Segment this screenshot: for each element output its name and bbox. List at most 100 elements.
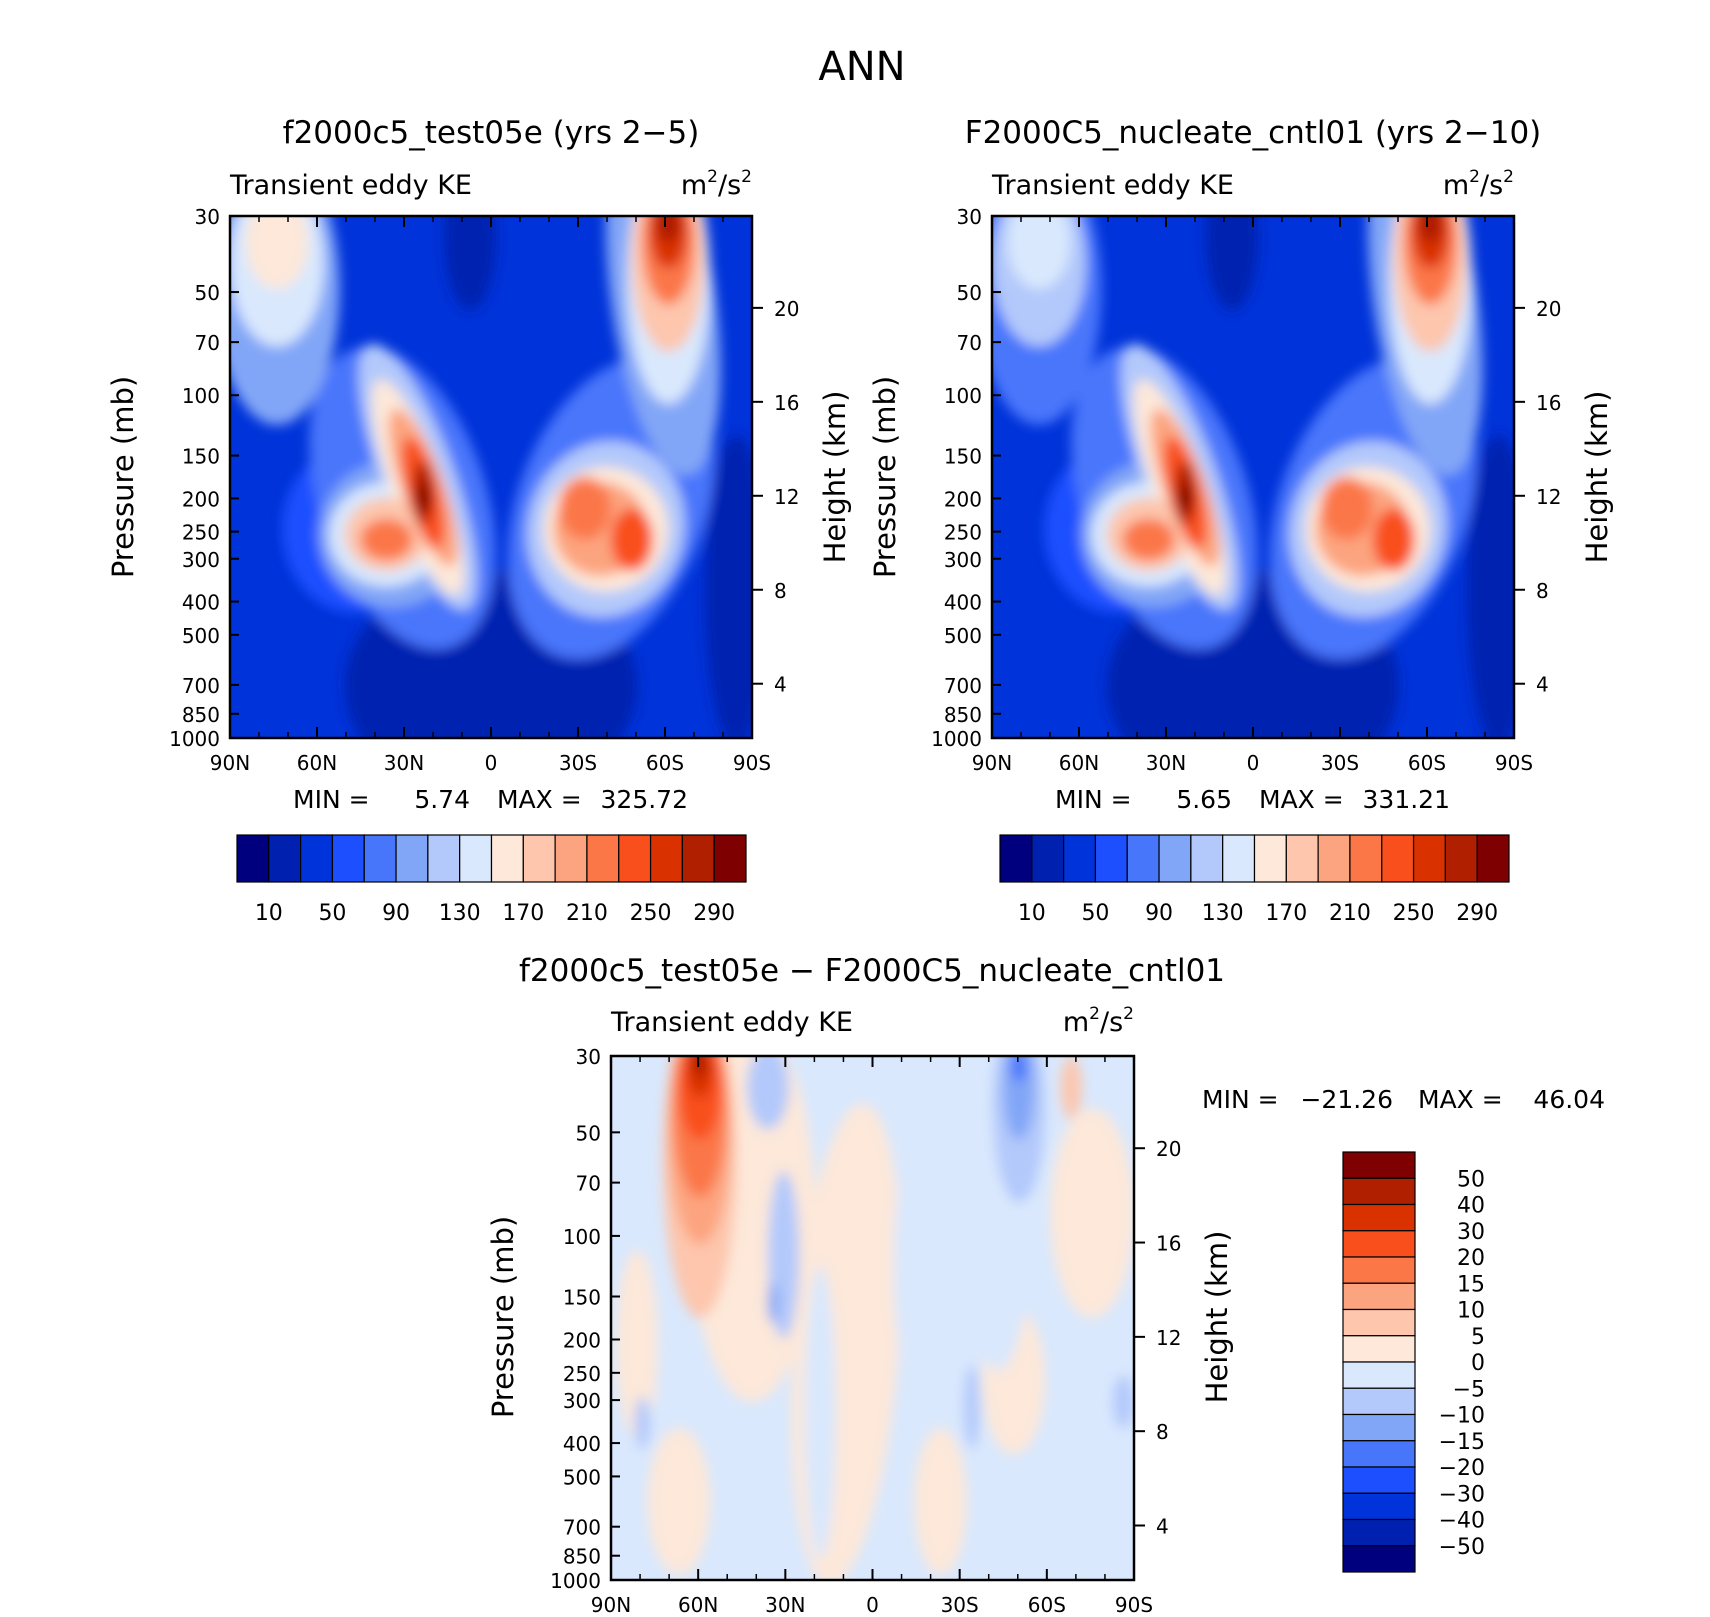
colorbar-swatch xyxy=(268,834,302,883)
contour-shape xyxy=(634,1396,651,1450)
x-tick-label: 90N xyxy=(210,751,250,775)
max-value: 325.72 xyxy=(601,785,688,814)
figure-title: ANN xyxy=(818,44,905,90)
colorbar-swatch xyxy=(1094,834,1128,883)
contour-shape xyxy=(914,1428,967,1575)
contour-field xyxy=(992,216,1514,738)
max-label: MAX = xyxy=(1418,1085,1503,1114)
y-tick-label: 700 xyxy=(182,674,220,698)
y-tick-label: 30 xyxy=(195,205,220,229)
colorbar-swatch xyxy=(236,834,270,883)
y-tick-label: 70 xyxy=(957,331,982,355)
y-tick-label: 500 xyxy=(182,624,220,648)
colorbar-label: 250 xyxy=(630,901,672,926)
contour-layer xyxy=(992,216,1514,738)
y-tick-label: 50 xyxy=(957,281,982,305)
contour-shape xyxy=(1467,435,1514,738)
panel-title: f2000c5_test05e (yrs 2−5) xyxy=(283,115,700,151)
colorbar-swatch xyxy=(1342,1177,1416,1206)
min-label: MIN = xyxy=(1055,785,1132,814)
y-right-tick-label: 16 xyxy=(1156,1232,1181,1256)
y-tick-label: 850 xyxy=(944,703,982,727)
colorbar-label: 210 xyxy=(1329,901,1371,926)
colorbar-swatch xyxy=(1285,834,1319,883)
contour-shape xyxy=(1007,216,1071,290)
panel-cntl01: F2000C5_nucleate_cntl01 (yrs 2−10) Trans… xyxy=(868,115,1614,926)
colorbar-label: 90 xyxy=(382,901,410,926)
contour-shape xyxy=(245,216,309,290)
y-tick-label: 250 xyxy=(182,521,220,545)
colorbar-label: 50 xyxy=(1081,901,1109,926)
y-tick-label: 400 xyxy=(563,1432,601,1456)
x-tick-label: 30N xyxy=(765,1593,805,1617)
colorbar-swatch xyxy=(1126,834,1160,883)
colorbar-label: 130 xyxy=(439,901,481,926)
y-tick-label: 250 xyxy=(944,521,982,545)
y-tick-label: 300 xyxy=(182,548,220,572)
colorbar-label: 40 xyxy=(1457,1194,1485,1219)
min-value: 5.74 xyxy=(414,785,470,814)
x-axis: 90N 60N 30N 0 30S 60S 90S xyxy=(591,1056,1153,1617)
contour-layer xyxy=(230,216,752,738)
y-tick-label: 200 xyxy=(182,487,220,511)
x-tick-label: 30N xyxy=(1146,751,1186,775)
contour-shape xyxy=(692,1056,708,1077)
colorbar-label: 10 xyxy=(1457,1299,1485,1324)
colorbar-swatch xyxy=(300,834,334,883)
contour-shape xyxy=(1011,1056,1027,1083)
colorbar-swatch xyxy=(649,834,683,883)
units-label: m2/s2 xyxy=(1443,167,1514,201)
colorbar-swatch xyxy=(1444,834,1478,883)
colorbar-swatch xyxy=(1342,1256,1416,1284)
x-tick-label: 60N xyxy=(1059,751,1099,775)
colorbar-swatch xyxy=(1412,834,1446,883)
colorbar-swatch xyxy=(1158,834,1192,883)
colorbar-label: 50 xyxy=(318,901,346,926)
x-tick-label: 0 xyxy=(485,751,498,775)
contour-shape xyxy=(1113,1375,1134,1429)
variable-label: Transient eddy KE xyxy=(229,170,472,201)
x-tick-label: 30S xyxy=(1321,751,1359,775)
x-tick-label: 90S xyxy=(733,751,771,775)
y-tick-label: 100 xyxy=(182,384,220,408)
x-tick-label: 60N xyxy=(297,751,337,775)
colorbar-swatch xyxy=(331,834,365,883)
contour-shape xyxy=(1178,484,1192,511)
units-label: m2/s2 xyxy=(681,167,752,201)
colorbar-label: 10 xyxy=(1018,901,1046,926)
colorbar-label: −20 xyxy=(1439,1456,1485,1481)
colorbar-label: 170 xyxy=(1265,901,1307,926)
y-right-tick-label: 20 xyxy=(1536,297,1561,321)
colorbar-swatch xyxy=(1342,1545,1416,1573)
panel-test05e: f2000c5_test05e (yrs 2−5) Transient eddy… xyxy=(106,115,852,926)
panel-title: f2000c5_test05e − F2000C5_nucleate_cntl0… xyxy=(519,953,1225,989)
y-tick-label: 1000 xyxy=(169,727,220,751)
y-tick-label: 1000 xyxy=(550,1569,601,1593)
y-right-tick-label: 16 xyxy=(774,391,799,415)
colorbar-label: 290 xyxy=(693,901,735,926)
contour-shape xyxy=(767,1281,779,1324)
colorbar-swatch xyxy=(1222,834,1256,883)
y-tick-label: 100 xyxy=(563,1225,601,1249)
colorbar-swatch xyxy=(1342,1230,1416,1258)
colorbar-label: 15 xyxy=(1457,1272,1485,1297)
y-tick-label: 400 xyxy=(944,591,982,615)
y-right-tick-label: 4 xyxy=(774,673,787,697)
colorbar-swatch xyxy=(586,834,620,883)
colorbar-swatch xyxy=(1253,834,1287,883)
colorbar-swatch xyxy=(713,834,747,883)
y-axis-label: Pressure (mb) xyxy=(486,1216,520,1418)
y-tick-label: 500 xyxy=(563,1465,601,1489)
colorbar-swatch xyxy=(1342,1518,1416,1547)
colorbar-label: −50 xyxy=(1439,1535,1485,1560)
y-axis-right-label: Height (km) xyxy=(1580,391,1614,564)
min-value: 5.65 xyxy=(1176,785,1232,814)
x-tick-label: 60N xyxy=(678,1593,718,1617)
contour-shape xyxy=(444,216,497,310)
y-axis-right: 20 16 12 8 4 xyxy=(752,297,799,697)
contour-shape xyxy=(1122,518,1175,561)
y-right-tick-label: 20 xyxy=(774,297,799,321)
colorbar-swatch xyxy=(1031,834,1065,883)
x-tick-label: 90S xyxy=(1495,751,1533,775)
